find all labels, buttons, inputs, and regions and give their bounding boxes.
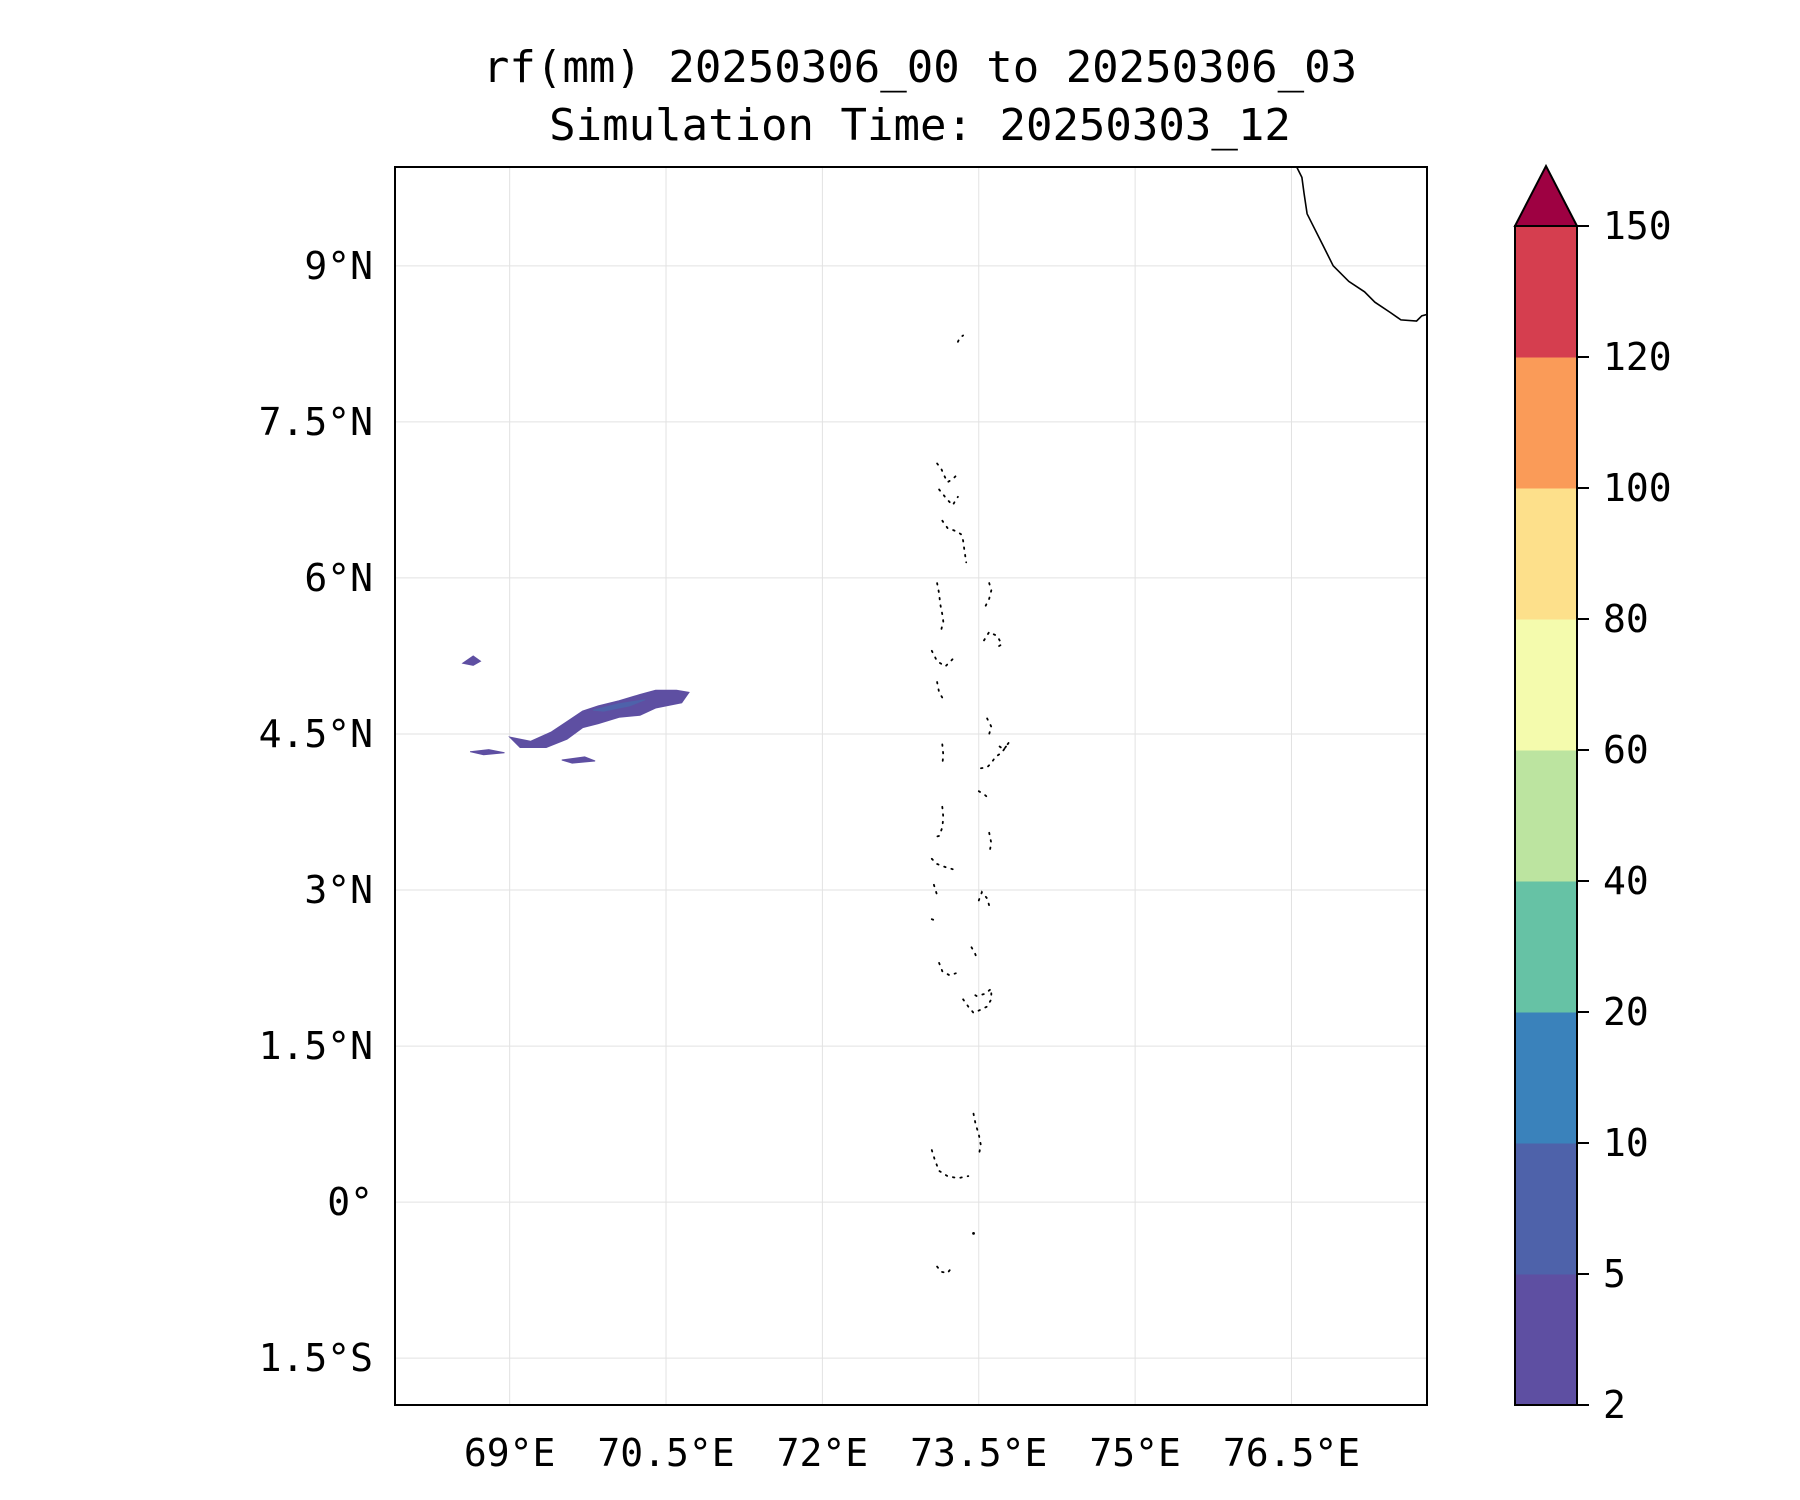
colorbar-segment-60-80	[1515, 619, 1577, 751]
colorbar-tick-label: 150	[1603, 204, 1672, 248]
colorbar-tick-label: 5	[1603, 1252, 1626, 1296]
map-title-line-2: Simulation Time: 20250303_12	[549, 100, 1291, 151]
lat-tick-label: 7.5°N	[259, 400, 373, 444]
atoll-outline	[938, 962, 957, 977]
colorbar-segment-5-10	[1515, 1143, 1577, 1275]
colorbar-segment-120-150	[1515, 226, 1577, 358]
atoll-outline	[983, 582, 993, 610]
lat-tick-label: 0°	[327, 1180, 373, 1224]
atoll-outline	[936, 462, 959, 484]
atoll-outline	[983, 630, 1003, 650]
atoll-outline	[930, 857, 954, 871]
colorbar-extend-arrow	[1513, 163, 1579, 227]
lon-tick-label: 73.5°E	[910, 1431, 1047, 1475]
rainfall-region-main-band	[508, 689, 690, 748]
lat-tick-label: 3°N	[304, 868, 373, 912]
atoll-outline	[941, 519, 968, 564]
lon-tick-label: 70.5°E	[597, 1431, 734, 1475]
colorbar-segment-80-100	[1515, 488, 1577, 620]
latitude-labels: 9°N 7.5°N 6°N 4.5°N 3°N 1.5°N 0° 1.5°S	[259, 244, 373, 1380]
colorbar-segment-10-20	[1515, 1012, 1577, 1144]
colorbar-segment-20-40	[1515, 881, 1577, 1013]
atoll-outline	[936, 681, 944, 699]
atoll-outline	[957, 334, 964, 343]
atoll-outline	[977, 790, 991, 800]
colorbar-tick-label: 40	[1603, 859, 1649, 903]
rainfall-region-south-speck-2	[561, 756, 596, 764]
lat-tick-label: 6°N	[304, 556, 373, 600]
colorbar-tick-label: 80	[1603, 597, 1649, 641]
india-coastline	[1295, 167, 1427, 322]
rainfall-region-south-speck-1	[469, 749, 505, 756]
colorbar-frame	[1514, 225, 1578, 1406]
colorbar-tick-label: 60	[1603, 728, 1649, 772]
colorbar-tick-label: 2	[1603, 1383, 1626, 1427]
lon-tick-label: 69°E	[464, 1431, 556, 1475]
map-frame	[394, 166, 1428, 1406]
atoll-outline	[941, 743, 945, 767]
colorbar-segment-2-5	[1515, 1274, 1577, 1406]
colorbar: 2 5 10 20 40 60 80 100 120 150	[1513, 163, 1672, 1427]
atoll-outline	[986, 717, 993, 735]
atoll-outline	[972, 1112, 982, 1157]
lat-tick-label: 9°N	[304, 244, 373, 288]
atoll-outline	[936, 1265, 954, 1274]
lat-tick-label: 1.5°S	[259, 1336, 373, 1380]
atoll-outline	[977, 890, 991, 907]
atoll-outline	[972, 1231, 975, 1235]
longitude-labels: 69°E 70.5°E 72°E 73.5°E 75°E 76.5°E	[464, 1431, 1360, 1475]
lon-tick-label: 72°E	[777, 1431, 869, 1475]
atoll-outline	[936, 582, 945, 631]
colorbar-segment-40-60	[1515, 750, 1577, 882]
atoll-outline	[962, 987, 993, 1014]
lat-tick-label: 4.5°N	[259, 712, 373, 756]
rainfall-region-band-core	[592, 699, 646, 712]
colorbar-tick-label: 10	[1603, 1121, 1649, 1165]
colorbar-tick-label: 120	[1603, 335, 1672, 379]
atoll-outline	[970, 946, 978, 959]
atoll-outline	[930, 805, 945, 839]
atoll-outline	[930, 918, 938, 923]
map-gridlines	[395, 167, 1427, 1405]
colorbar-tick-label: 20	[1603, 990, 1649, 1034]
atoll-outline	[938, 488, 959, 507]
colorbar-tick-label: 100	[1603, 466, 1672, 510]
lon-tick-label: 76.5°E	[1223, 1431, 1360, 1475]
lon-tick-label: 75°E	[1089, 1431, 1181, 1475]
colorbar-segment-100-120	[1515, 357, 1577, 489]
atoll-outline	[930, 649, 954, 668]
rainfall-field	[461, 655, 690, 764]
map-title-line-1: rf(mm) 20250306_00 to 20250306_03	[482, 42, 1358, 93]
atoll-outline	[930, 1149, 970, 1180]
lat-tick-label: 1.5°N	[259, 1024, 373, 1068]
rainfall-region-west-speck	[461, 655, 482, 666]
coastline-layer	[930, 167, 1427, 1274]
atoll-outline	[988, 831, 993, 855]
atoll-outline	[979, 741, 1010, 770]
atoll-outline	[933, 883, 938, 897]
